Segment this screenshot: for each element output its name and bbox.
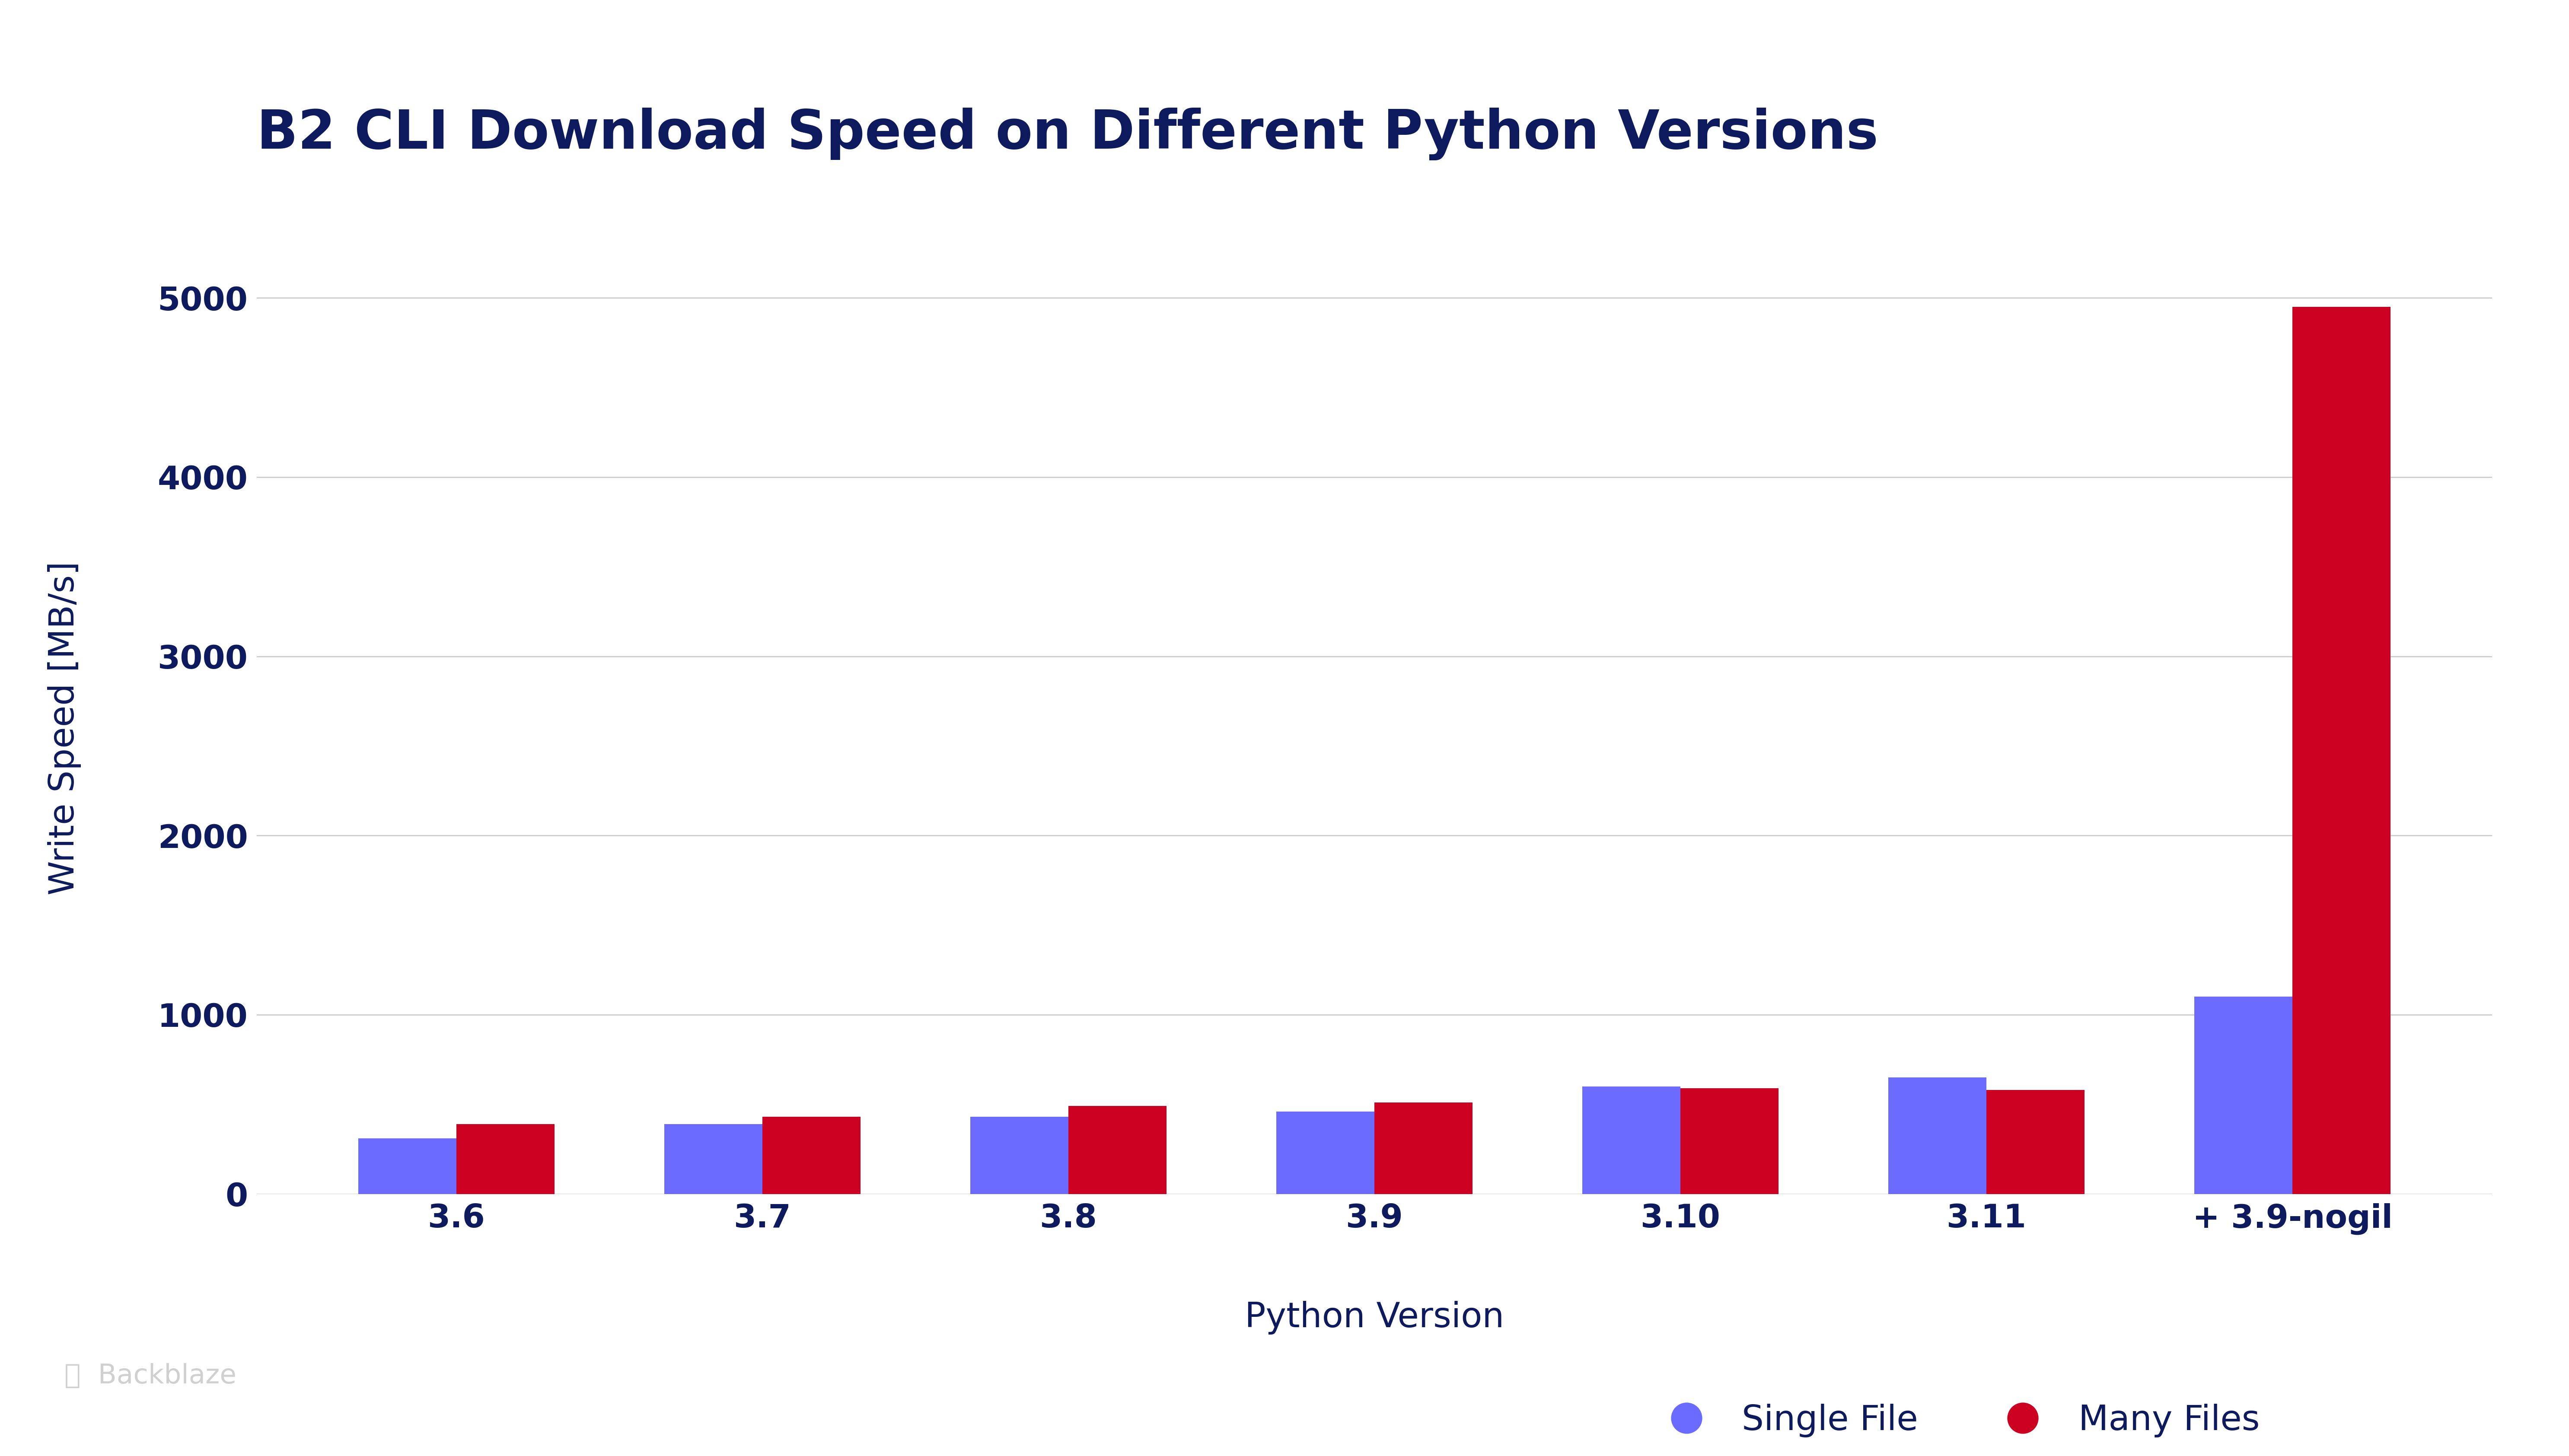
Text: 🔥  Backblaze: 🔥 Backblaze <box>64 1363 236 1389</box>
Bar <box>763 1117 861 1194</box>
Bar <box>1069 1107 1166 1194</box>
Bar <box>2194 997 2292 1194</box>
Bar <box>1888 1077 1986 1194</box>
Bar <box>1680 1088 1778 1194</box>
Bar <box>1374 1102 1472 1194</box>
Text: Write Speed [MB/s]: Write Speed [MB/s] <box>46 561 82 895</box>
Bar <box>1583 1086 1680 1194</box>
Bar <box>457 1124 555 1194</box>
Bar <box>1986 1091 2083 1194</box>
Bar <box>1277 1111 1374 1194</box>
Bar <box>971 1117 1069 1194</box>
Legend: Single File, Many Files: Single File, Many Files <box>1636 1390 2274 1452</box>
Bar <box>360 1139 457 1194</box>
Text: B2 CLI Download Speed on Different Python Versions: B2 CLI Download Speed on Different Pytho… <box>257 108 1878 160</box>
Bar <box>2292 307 2389 1194</box>
Bar <box>665 1124 763 1194</box>
Text: Python Version: Python Version <box>1243 1300 1505 1335</box>
